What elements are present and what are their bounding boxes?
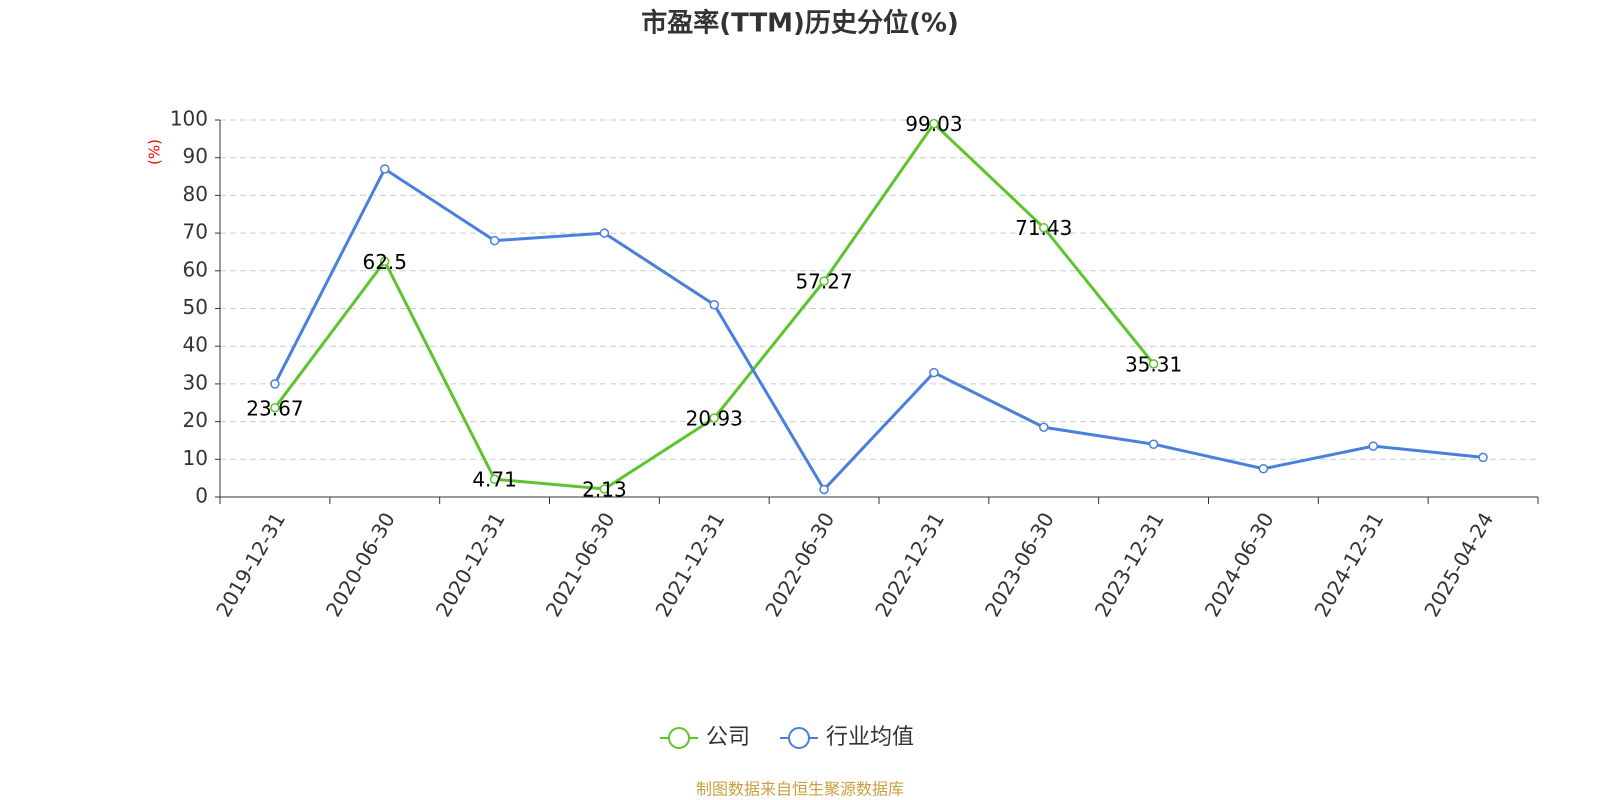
- legend-label: 公司: [706, 725, 750, 750]
- data-label: 2.13: [582, 477, 627, 501]
- x-tick-label: 2023-06-30: [980, 508, 1059, 621]
- point: [929, 367, 939, 378]
- y-tick-label: 20: [183, 408, 208, 432]
- point: [1148, 439, 1159, 449]
- x-tick-label: 2021-12-31: [650, 508, 729, 621]
- y-tick-label: 30: [183, 370, 208, 394]
- x-tick-label: 2020-12-31: [431, 508, 510, 621]
- y-tick-label: 40: [183, 333, 208, 357]
- point: [489, 474, 500, 484]
- point: [270, 379, 280, 389]
- legend-label: 行业均值: [826, 725, 914, 750]
- x-tick-label: 2021-06-30: [541, 508, 620, 621]
- point: [819, 276, 829, 286]
- data-label: 20.93: [686, 407, 743, 431]
- data-label: 4.71: [472, 468, 517, 492]
- legend-marker: [788, 727, 811, 749]
- y-tick-label: 0: [195, 484, 208, 508]
- point: [380, 256, 390, 267]
- x-tick-label: 2023-12-31: [1090, 508, 1169, 621]
- point: [599, 484, 610, 494]
- y-tick-label: 90: [183, 144, 208, 168]
- source-note: 制图数据来自恒生聚源数据库: [696, 780, 904, 799]
- data-label: 57.27: [795, 270, 852, 294]
- point: [1039, 422, 1049, 433]
- y-axis-label: (%): [146, 139, 164, 165]
- y-tick-label: 10: [183, 446, 208, 470]
- x-tick-label: 2022-12-31: [870, 508, 949, 621]
- point: [489, 235, 500, 246]
- point: [1148, 359, 1159, 369]
- chart-title: 市盈率(TTM)历史分位(%): [641, 8, 959, 39]
- point: [929, 118, 939, 129]
- y-tick-label: 60: [183, 257, 208, 281]
- point: [599, 228, 610, 238]
- point: [709, 413, 719, 423]
- point: [1368, 441, 1378, 451]
- x-tick-label: 2025-04-24: [1419, 508, 1498, 621]
- point: [1478, 452, 1488, 463]
- y-tick-label: 70: [183, 220, 208, 244]
- x-tick-label: 2019-12-31: [211, 508, 290, 621]
- point: [819, 484, 829, 495]
- y-tick-label: 80: [183, 182, 208, 206]
- y-tick-label: 100: [170, 107, 208, 131]
- x-tick-label: 2024-12-31: [1309, 508, 1388, 621]
- series-line: [273, 166, 1484, 492]
- data-label: 99.03: [905, 112, 962, 136]
- data-label: 71.43: [1015, 216, 1072, 240]
- legend-marker: [668, 727, 690, 749]
- point: [1039, 222, 1049, 233]
- point: [380, 164, 390, 174]
- data-label: 62.5: [362, 250, 407, 274]
- point: [709, 299, 719, 310]
- point: [1258, 463, 1269, 474]
- data-label: 23.67: [246, 396, 303, 420]
- data-label: 35.31: [1125, 352, 1182, 376]
- x-tick-label: 2020-06-30: [321, 508, 400, 621]
- x-tick-label: 2024-06-30: [1200, 508, 1279, 621]
- point: [270, 403, 280, 413]
- y-tick-label: 50: [183, 295, 208, 319]
- x-tick-label: 2022-06-30: [760, 508, 839, 621]
